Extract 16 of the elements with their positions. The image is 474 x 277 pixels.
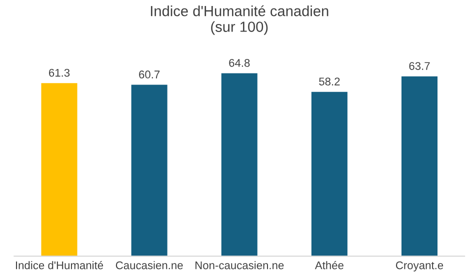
bar xyxy=(401,76,438,256)
data-label: 58.2 xyxy=(319,78,340,86)
bar xyxy=(41,83,78,256)
data-label: 64.8 xyxy=(229,58,250,67)
x-tick-label: Indice d'Humanité xyxy=(16,260,104,270)
x-tick-label: Athée xyxy=(314,260,344,270)
data-label: 61.3 xyxy=(49,68,70,77)
chart-title: Indice d'Humanité canadien (sur 100) xyxy=(150,5,328,35)
bar xyxy=(131,84,168,256)
bar xyxy=(221,73,258,256)
data-label: 63.7 xyxy=(409,62,430,70)
x-tick-label: Non-caucasien.ne xyxy=(196,261,284,270)
x-tick-label: Caucasien.ne xyxy=(116,261,183,270)
x-tick-label: Croyant.e xyxy=(396,261,444,272)
bar xyxy=(311,92,348,256)
data-label: 60.7 xyxy=(139,70,160,78)
